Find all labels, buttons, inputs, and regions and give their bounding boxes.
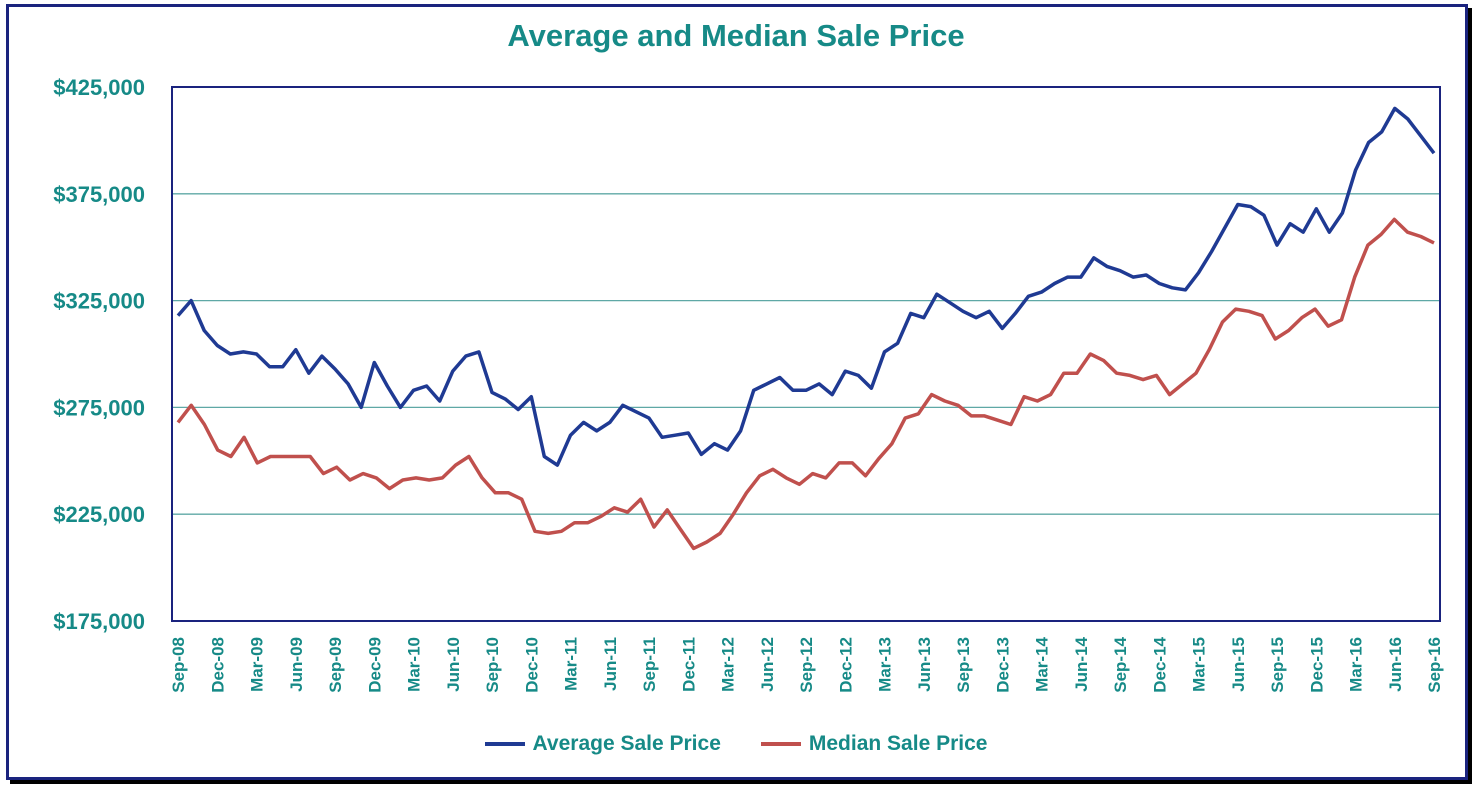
x-tick-label: Sep-08: [169, 637, 188, 693]
x-tick-label: Jun-12: [758, 637, 777, 692]
x-tick-label: Dec-09: [365, 637, 384, 693]
x-tick-label: Sep-13: [954, 637, 973, 693]
x-tick-label: Dec-15: [1307, 637, 1326, 693]
average-sale-price-line: [176, 106, 1436, 467]
legend-swatch-average: [484, 742, 525, 746]
chart-title: Average and Median Sale Price: [507, 18, 965, 53]
x-tick-label: Mar-16: [1347, 637, 1366, 692]
y-tick-label: $175,000: [53, 609, 145, 634]
y-tick-label: $275,000: [53, 395, 145, 420]
legend-item-median: Median Sale Price: [760, 732, 988, 756]
x-tick-label: Sep-09: [326, 637, 345, 693]
legend-item-average: Average Sale Price: [484, 732, 721, 756]
x-tick-label: Mar-10: [405, 637, 424, 692]
x-tick-label: Jun-13: [915, 637, 934, 692]
x-tick-label: Sep-14: [1111, 636, 1130, 692]
x-tick-label: Jun-09: [287, 637, 306, 692]
legend-swatch-median: [760, 742, 801, 746]
x-tick-label: Sep-12: [797, 637, 816, 693]
x-tick-label: Dec-12: [836, 637, 855, 693]
x-tick-label: Jun-15: [1229, 637, 1248, 692]
y-tick-label: $425,000: [53, 75, 145, 100]
y-tick-label: $225,000: [53, 502, 145, 527]
legend-label-average: Average Sale Price: [532, 732, 721, 755]
x-tick-label: Dec-11: [679, 637, 698, 692]
x-tick-label: Jun-11: [601, 637, 620, 691]
chart-frame: [6, 4, 1468, 780]
x-tick-label: Jun-10: [444, 637, 463, 692]
x-tick-label: Mar-09: [248, 637, 267, 692]
x-tick-label: Mar-11: [562, 637, 581, 691]
plot-area: [171, 86, 1441, 622]
legend-label-median: Median Sale Price: [808, 732, 988, 755]
x-tick-label: Mar-12: [719, 637, 738, 692]
x-tick-label: Jun-14: [1072, 636, 1091, 691]
x-tick-label: Jun-16: [1386, 637, 1405, 692]
x-tick-label: Sep-10: [483, 637, 502, 693]
x-tick-label: Mar-15: [1190, 637, 1209, 692]
x-tick-label: Dec-08: [208, 637, 227, 693]
median-sale-price-line: [176, 217, 1435, 551]
x-tick-label: Sep-15: [1268, 637, 1287, 693]
chart-legend: Average Sale Price Median Sale Price: [0, 732, 1472, 756]
y-tick-label: $325,000: [53, 289, 145, 314]
x-tick-label: Dec-10: [522, 637, 541, 693]
y-tick-label: $375,000: [53, 182, 145, 207]
x-tick-label: Dec-13: [993, 637, 1012, 693]
x-tick-label: Mar-13: [876, 637, 895, 692]
x-tick-label: Mar-14: [1033, 636, 1052, 691]
x-tick-label: Dec-14: [1150, 636, 1169, 692]
x-tick-label: Sep-11: [640, 637, 659, 692]
x-tick-label: Sep-16: [1425, 637, 1444, 693]
